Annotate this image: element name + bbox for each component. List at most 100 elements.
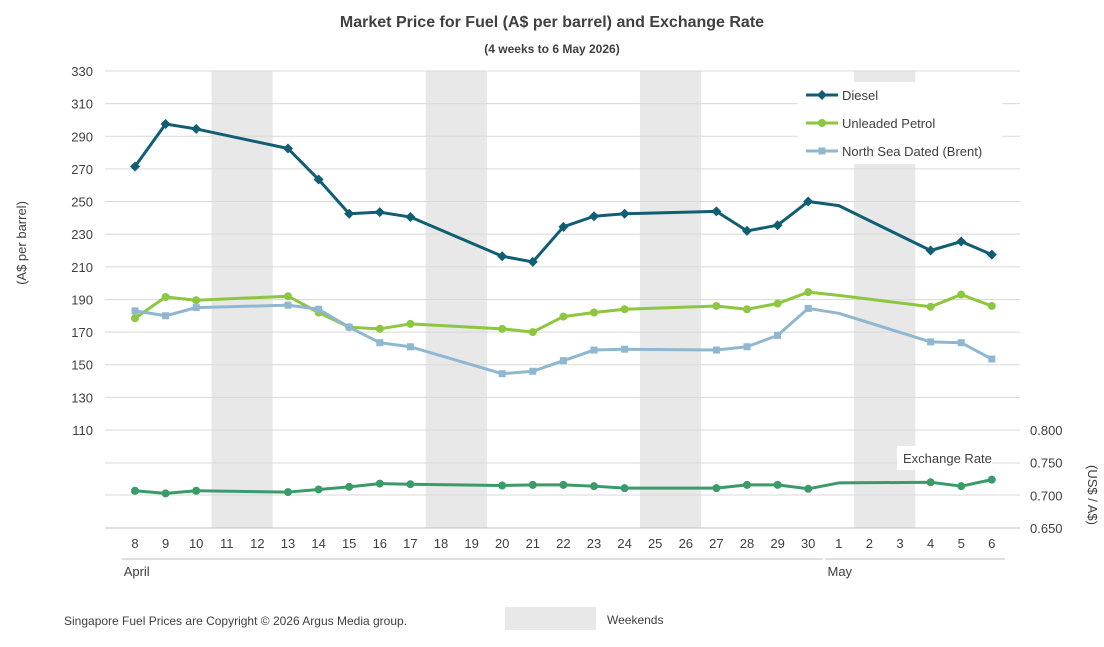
x-tick-label: 27 xyxy=(709,536,723,551)
diesel-point xyxy=(956,236,967,247)
exchange-rate-point xyxy=(620,484,629,493)
exchange-rate-point xyxy=(345,482,354,491)
diesel-point xyxy=(619,208,630,219)
x-tick-label: 12 xyxy=(250,536,264,551)
legend-label-north-sea-dated-brent: North Sea Dated (Brent) xyxy=(842,144,982,159)
footer: Singapore Fuel Prices are Copyright © 20… xyxy=(64,607,663,630)
x-tick-label: 6 xyxy=(988,536,995,551)
x-tick-label: 20 xyxy=(495,536,509,551)
series-diesel xyxy=(130,119,997,267)
y-right-tick-label: 0.800 xyxy=(1030,423,1063,438)
unleaded-petrol-point xyxy=(926,302,935,311)
exchange-rate-point xyxy=(559,480,568,489)
north-sea-dated-brent-point xyxy=(498,370,506,378)
exchange-rate-point xyxy=(284,488,292,497)
x-tick-label: 9 xyxy=(162,536,169,551)
exchange-rate-point xyxy=(743,480,751,489)
x-tick-label: 21 xyxy=(526,536,540,551)
diesel-point xyxy=(497,251,508,262)
x-tick-label: 13 xyxy=(281,536,295,551)
exchange-rate-point xyxy=(712,484,721,493)
exchange-rate-point xyxy=(192,486,201,495)
unleaded-petrol-point xyxy=(559,312,568,321)
y-right-tick-label: 0.700 xyxy=(1030,488,1063,503)
x-tick-label: 1 xyxy=(835,536,842,551)
x-tick-label: 23 xyxy=(587,536,601,551)
diesel-point xyxy=(803,196,814,207)
legend-label-diesel: Diesel xyxy=(842,88,878,103)
x-tick-label: 19 xyxy=(464,536,478,551)
x-tick-label: 18 xyxy=(434,536,448,551)
north-sea-dated-brent-point xyxy=(957,339,965,347)
unleaded-petrol-point xyxy=(743,305,751,314)
unleaded-petrol-point xyxy=(375,324,384,333)
unleaded-petrol-point xyxy=(804,288,813,297)
exchange-rate-point xyxy=(957,482,966,491)
diesel-point xyxy=(772,220,783,231)
diesel-point xyxy=(374,207,385,218)
x-tick-label: 2 xyxy=(866,536,873,551)
north-sea-dated-brent-point xyxy=(712,346,720,354)
x-tick-label: 5 xyxy=(958,536,965,551)
y-right-tick-label: 0.650 xyxy=(1030,521,1063,536)
unleaded-petrol-point xyxy=(406,319,415,328)
unleaded-petrol-point xyxy=(620,305,629,314)
weekend-legend-swatch xyxy=(505,607,596,630)
x-tick-label: 16 xyxy=(373,536,387,551)
exchange-rate-point xyxy=(131,486,139,495)
diesel-point xyxy=(925,245,936,256)
exchange-rate-label-box xyxy=(897,446,992,470)
x-tick-label: 25 xyxy=(648,536,662,551)
diesel-point xyxy=(558,221,569,232)
y-tick-label: 210 xyxy=(71,260,93,275)
exchange-rate-point xyxy=(314,485,323,494)
exchange-rate-point xyxy=(773,480,782,489)
north-sea-dated-brent-point xyxy=(743,343,751,351)
legend-marker-unleaded-petrol xyxy=(818,119,826,127)
unleaded-petrol-point xyxy=(284,292,292,301)
north-sea-dated-brent-point xyxy=(529,367,537,375)
x-tick-label: 29 xyxy=(770,536,784,551)
copyright-text: Singapore Fuel Prices are Copyright © 20… xyxy=(64,614,407,628)
unleaded-petrol-point xyxy=(773,299,782,308)
x-tick-label: 17 xyxy=(403,536,417,551)
weekend-legend-label: Weekends xyxy=(607,613,663,627)
y-tick-label: 190 xyxy=(71,292,93,307)
exchange-rate-label: Exchange Rate xyxy=(897,446,992,470)
series-layer xyxy=(130,119,997,498)
x-tick-label: 30 xyxy=(801,536,815,551)
unleaded-petrol-point xyxy=(131,314,139,323)
exchange-rate-point xyxy=(926,478,935,487)
y-tick-label: 330 xyxy=(71,64,93,79)
north-sea-dated-brent-point xyxy=(315,305,323,313)
diesel-point xyxy=(742,225,752,236)
legend-marker-north-sea-dated-brent xyxy=(818,147,826,155)
series-exchange-rate xyxy=(131,475,996,498)
north-sea-dated-brent-point xyxy=(345,323,353,331)
diesel-point xyxy=(130,161,140,172)
unleaded-petrol-point xyxy=(957,290,966,299)
y-axis-left: 110 130 150 170 190 210 230 250 270 290 310 330 xyxy=(71,64,93,438)
month-label: April xyxy=(124,564,150,579)
x-tick-label: 24 xyxy=(617,536,631,551)
x-tick-label: 11 xyxy=(220,536,234,551)
exchange-rate-point xyxy=(161,489,170,498)
diesel-point xyxy=(313,174,324,185)
exchange-rate-point xyxy=(406,480,415,489)
y-tick-label: 250 xyxy=(71,195,93,210)
north-sea-dated-brent-point xyxy=(131,307,139,315)
x-tick-label: 28 xyxy=(740,536,754,551)
x-tick-label: 14 xyxy=(311,536,325,551)
x-tick-label: 8 xyxy=(131,536,138,551)
y-tick-label: 270 xyxy=(71,162,93,177)
x-tick-label: 22 xyxy=(556,536,570,551)
diesel-point xyxy=(160,119,171,130)
legend: Diesel Unleaded Petrol North Sea Dated (Br… xyxy=(798,82,1002,164)
y-axis-left-title: (A$ per barrel) xyxy=(14,201,29,285)
diesel-point xyxy=(589,211,599,222)
unleaded-petrol-point xyxy=(712,301,721,310)
north-sea-dated-brent-point xyxy=(927,338,935,346)
unleaded-petrol-point xyxy=(192,296,201,305)
exchange-rate-point xyxy=(375,479,384,488)
